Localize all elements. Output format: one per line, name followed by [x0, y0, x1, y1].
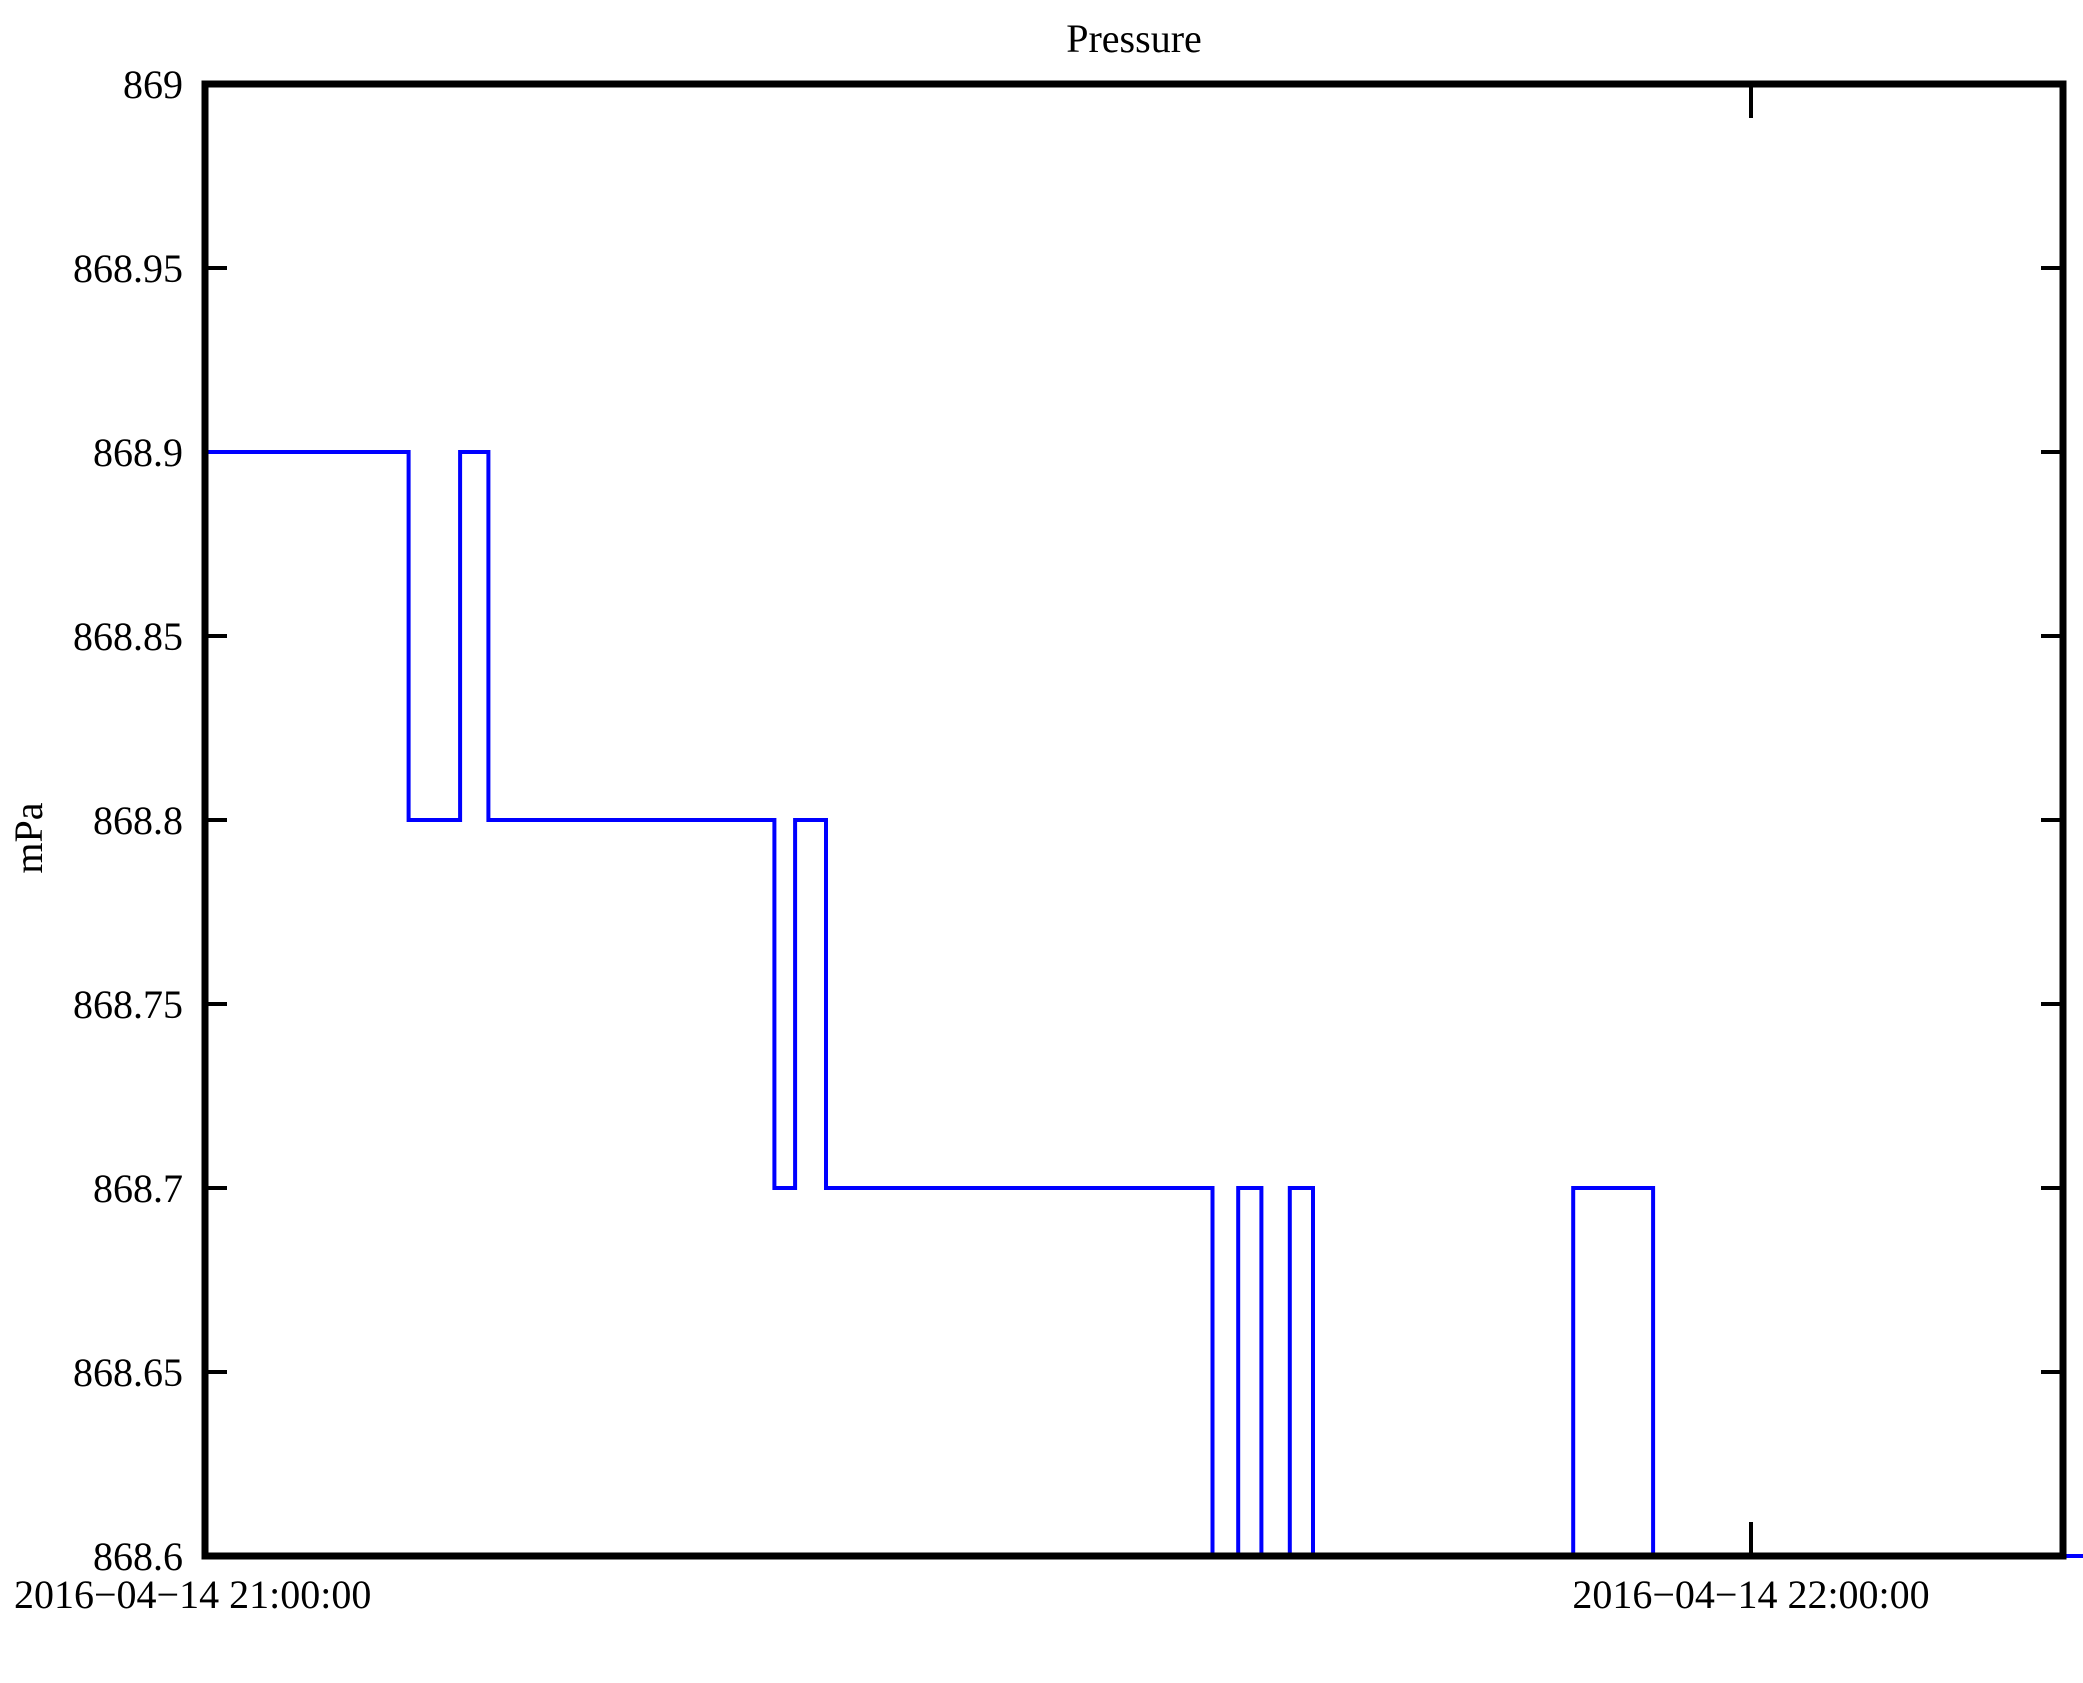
chart-title: Pressure — [1066, 16, 1202, 61]
y-tick-label: 868.85 — [73, 614, 183, 659]
x-tick-label: 2016−04−14 22:00:00 — [1572, 1572, 1929, 1617]
y-tick-label: 868.95 — [73, 246, 183, 291]
y-tick-label: 868.7 — [93, 1166, 183, 1211]
x-tick-labels: 2016−04−14 21:00:00 2016−04−14 22:00:00 — [14, 1572, 1930, 1617]
axes-frame — [201, 80, 2067, 1560]
y-tick-label: 868.75 — [73, 982, 183, 1027]
plot-background — [205, 84, 2063, 1556]
x-tick-label: 2016−04−14 21:00:00 — [14, 1572, 371, 1617]
y-tick-label: 868.9 — [93, 430, 183, 475]
y-tick-label: 868.65 — [73, 1350, 183, 1395]
y-tick-label: 868.8 — [93, 798, 183, 843]
y-tick-labels: 869 868.95 868.9 868.85 868.8 868.75 868.7 868.… — [73, 62, 183, 1579]
y-axis-label: mPa — [6, 802, 51, 873]
y-tick-label: 868.6 — [93, 1534, 183, 1579]
y-tick-label: 869 — [123, 62, 183, 107]
